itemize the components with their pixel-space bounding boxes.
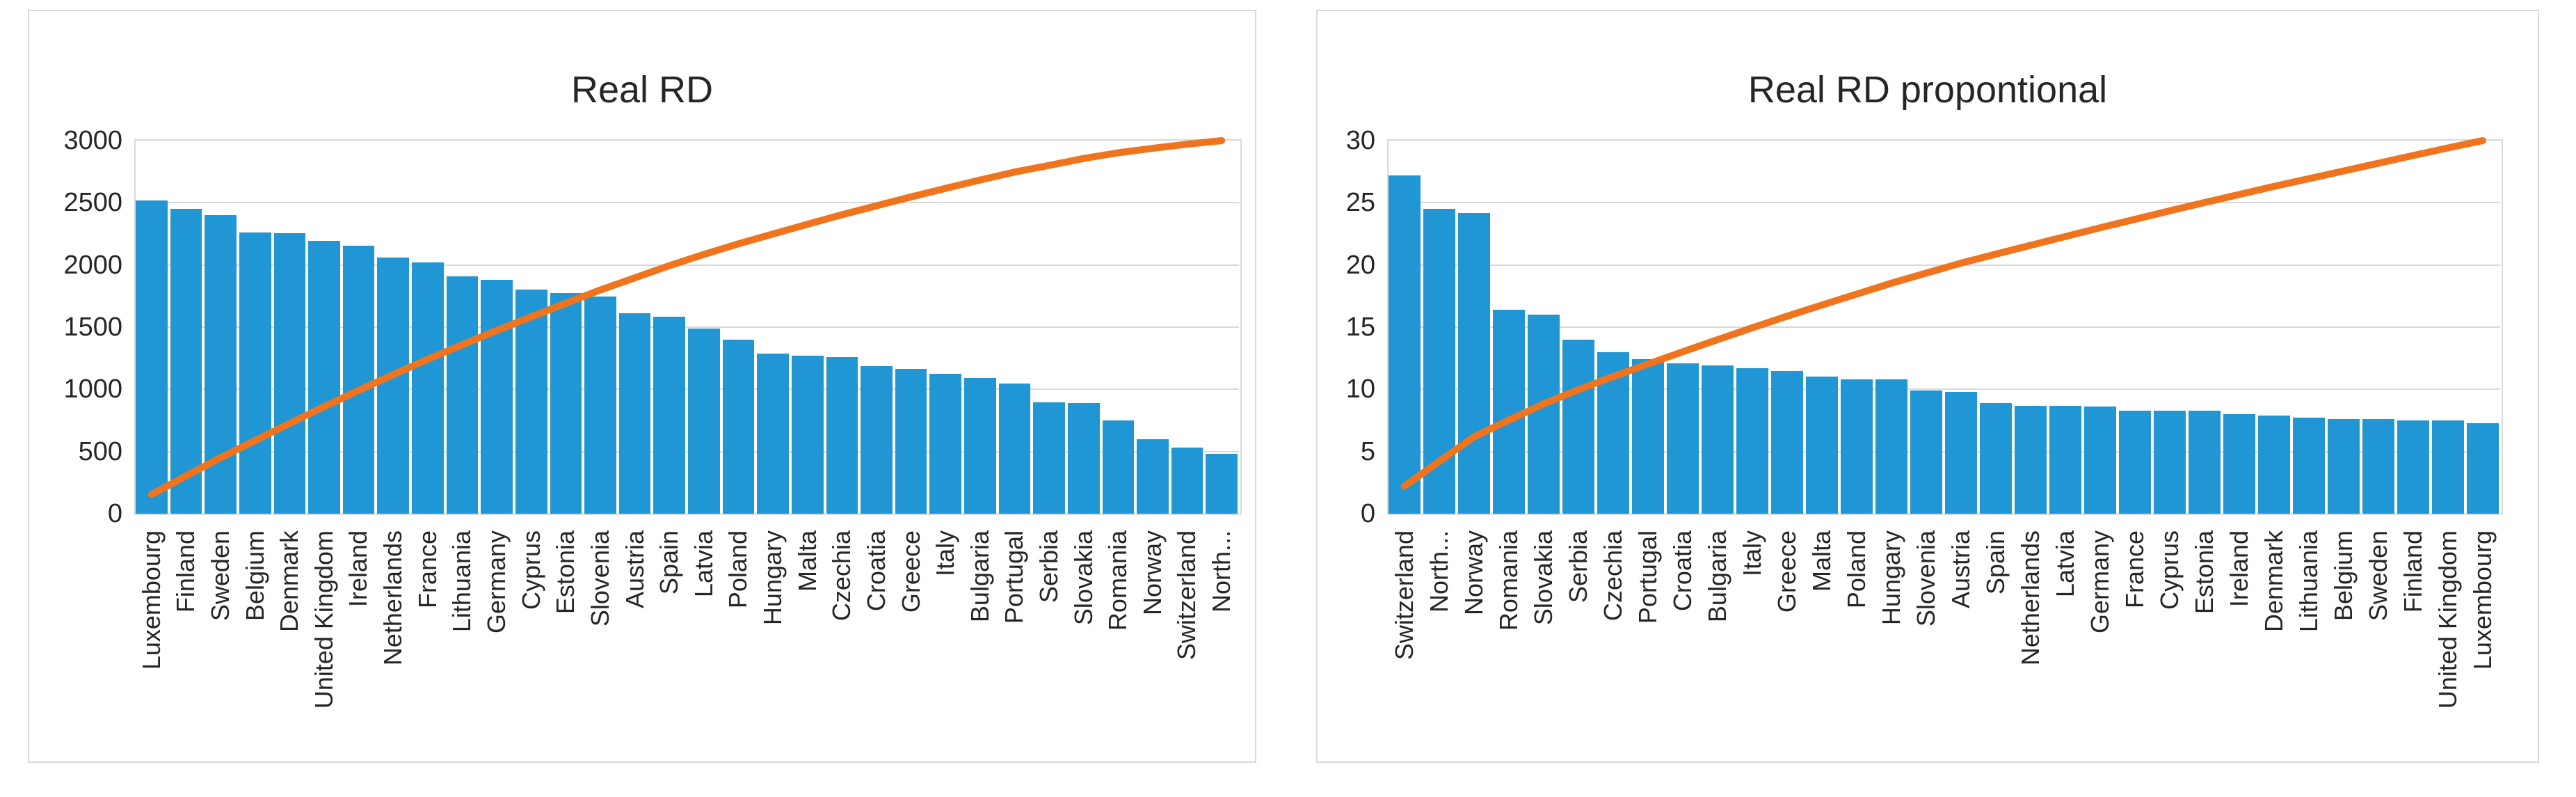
- cumulative-line: [1401, 137, 2486, 490]
- bar-austria: [618, 313, 651, 514]
- bar-romania: [1102, 420, 1135, 514]
- bar-slovakia: [1528, 315, 1560, 514]
- y-axis-tick-label: 1000: [63, 374, 122, 404]
- bar-slovenia: [584, 297, 616, 514]
- bar-latvia: [2049, 405, 2081, 514]
- bar-austria: [1945, 391, 1977, 514]
- gridline: [134, 450, 1239, 452]
- chart-panel-real-rd-proportional: Real RD propontional 0 5 10 15 20 25 30 Switzer…: [1316, 10, 2539, 763]
- cumulative-line-layer: [1401, 137, 2486, 490]
- cumulative-line-layer: [147, 137, 1226, 498]
- bar-latvia: [688, 328, 720, 514]
- bar-malta: [1806, 377, 1838, 514]
- y-axis-tick-label: 500: [78, 436, 122, 466]
- bar-ireland: [342, 245, 375, 514]
- bar-poland: [722, 339, 755, 514]
- cumulative-line: [147, 137, 1226, 498]
- bar-portugal: [998, 384, 1031, 514]
- bar-norway: [1137, 439, 1169, 514]
- bar-cyprus: [2154, 410, 2186, 514]
- y-axis-tick-label: 30: [1345, 126, 1375, 155]
- gridline: [1387, 202, 2500, 204]
- bar-france: [2119, 410, 2151, 514]
- bar-united-kingdom: [2432, 420, 2464, 514]
- bar-croatia: [861, 366, 893, 514]
- bar-denmark: [2258, 415, 2290, 514]
- bar-netherlands: [377, 257, 409, 514]
- bar-switzerland: [1389, 175, 1421, 514]
- bar-portugal: [1632, 359, 1664, 514]
- bar-italy: [1736, 368, 1768, 514]
- bar-hungary: [1875, 379, 1907, 514]
- bar-norway: [1458, 212, 1490, 514]
- bar-bulgaria: [1702, 365, 1734, 514]
- bar-serbia: [1562, 339, 1594, 514]
- bar-united-kingdom: [308, 240, 340, 514]
- bar-north: [1206, 454, 1238, 514]
- gridline: [134, 326, 1239, 328]
- bar-sweden: [2362, 419, 2394, 514]
- bar-spain: [1980, 402, 2012, 514]
- chart-title: Real RD propontional: [1747, 69, 2108, 111]
- bar-czechia: [826, 356, 858, 514]
- bar-belgium: [2328, 419, 2360, 514]
- bar-cyprus: [515, 289, 547, 514]
- y-axis-tick-label: 2000: [63, 250, 122, 280]
- bar-ireland: [2223, 414, 2255, 514]
- bar-bulgaria: [964, 378, 996, 514]
- bar-greece: [1771, 370, 1803, 514]
- bar-hungary: [757, 353, 789, 514]
- y-axis-tick-label: 10: [1345, 374, 1375, 404]
- bar-luxembourg: [136, 200, 168, 514]
- bar-estonia: [550, 292, 582, 514]
- gridline: [134, 264, 1239, 266]
- bar-slovakia: [1067, 402, 1100, 514]
- bar-greece: [895, 368, 927, 514]
- bar-germany: [2084, 407, 2116, 514]
- bar-belgium: [239, 232, 271, 514]
- bar-germany: [481, 280, 513, 514]
- bar-luxembourg: [2467, 423, 2499, 514]
- gridline: [1387, 388, 2500, 390]
- bar-lithuania: [2293, 418, 2325, 514]
- y-axis-tick-label: 0: [107, 499, 122, 528]
- bar-france: [412, 262, 444, 514]
- gridline: [134, 202, 1239, 204]
- bar-slovenia: [1910, 390, 1942, 514]
- bar-spain: [653, 316, 685, 514]
- bar-estonia: [2189, 410, 2221, 514]
- gridline: [1387, 450, 2500, 452]
- bar-serbia: [1033, 402, 1065, 514]
- y-axis-tick-label: 20: [1345, 250, 1375, 280]
- bar-croatia: [1667, 363, 1699, 514]
- y-axis-tick-label: 1500: [63, 313, 122, 342]
- bar-finland: [2397, 420, 2429, 514]
- bar-italy: [929, 374, 961, 514]
- gridline: [134, 388, 1239, 390]
- y-axis-tick-label: 0: [1360, 499, 1375, 528]
- bar-lithuania: [446, 276, 479, 514]
- bar-denmark: [273, 233, 306, 514]
- gridline: [1387, 326, 2500, 328]
- y-axis-tick-label: 5: [1360, 436, 1375, 466]
- y-axis-tick-label: 25: [1345, 188, 1375, 218]
- bar-malta: [791, 356, 824, 514]
- y-axis-tick-label: 2500: [63, 188, 122, 218]
- bar-netherlands: [2015, 405, 2047, 514]
- bar-poland: [1841, 379, 1873, 514]
- y-axis-tick-label: 15: [1345, 313, 1375, 342]
- chart-panel-real-rd: Real RD 0 500 1000 1500 2000 2500 3000 Luxembou…: [28, 10, 1256, 763]
- y-axis-tick-label: 3000: [63, 126, 122, 155]
- chart-title: Real RD: [570, 69, 714, 111]
- bar-finland: [170, 209, 202, 514]
- bar-switzerland: [1171, 448, 1203, 514]
